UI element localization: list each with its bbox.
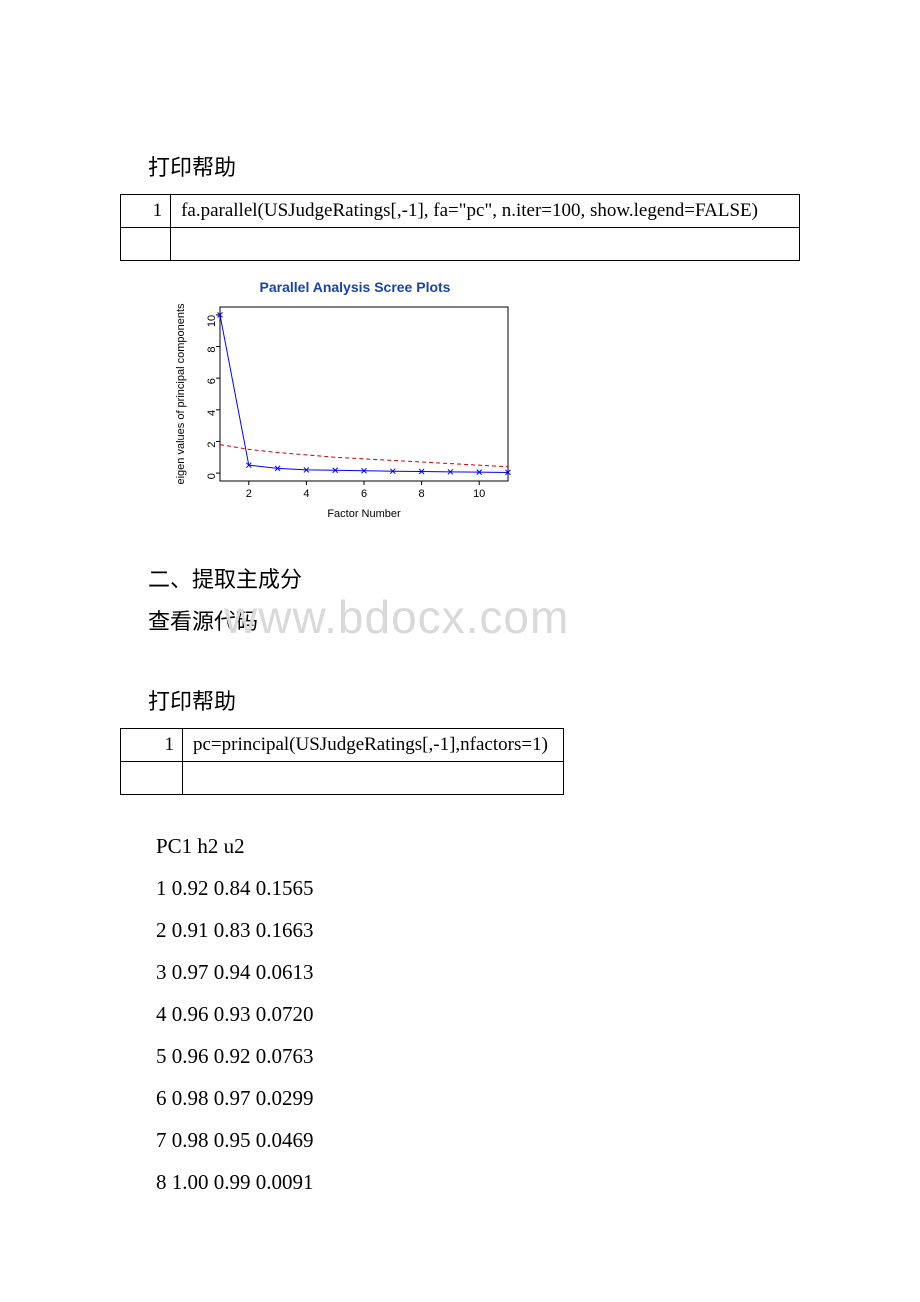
code-cell: fa.parallel(USJudgeRatings[,-1], fa="pc"…: [171, 195, 800, 228]
output-row: 7 0.98 0.95 0.0469: [156, 1119, 800, 1161]
svg-text:6: 6: [361, 488, 367, 500]
line-number-cell: 1: [121, 729, 183, 762]
scree-plot-svg: 0 2 4 6 8 10 2 4 6 8 10 eigen values of principal c…: [168, 299, 528, 529]
line-number-cell: 1: [121, 195, 171, 228]
svg-text:10: 10: [206, 315, 218, 327]
output-row: 1 0.92 0.84 0.1565: [156, 867, 800, 909]
svg-text:4: 4: [206, 410, 218, 416]
code-table-2: 1 pc=principal(USJudgeRatings[,-1],nfact…: [120, 728, 564, 795]
code-table-1: 1 fa.parallel(USJudgeRatings[,-1], fa="p…: [120, 194, 800, 261]
code-cell-empty: [171, 228, 800, 261]
svg-text:2: 2: [246, 488, 252, 500]
table-row: [121, 228, 800, 261]
svg-text:Factor Number: Factor Number: [327, 508, 401, 520]
chart-title: Parallel Analysis Scree Plots: [190, 279, 520, 295]
svg-text:8: 8: [419, 488, 425, 500]
code-cell-empty: [183, 762, 564, 795]
code-cell: pc=principal(USJudgeRatings[,-1],nfactor…: [183, 729, 564, 762]
table-row: [121, 762, 564, 795]
svg-text:6: 6: [206, 378, 218, 384]
svg-text:eigen values of principal comp: eigen values of principal components: [175, 303, 187, 485]
table-row: 1 fa.parallel(USJudgeRatings[,-1], fa="p…: [121, 195, 800, 228]
document-page: 打印帮助 1 fa.parallel(USJudgeRatings[,-1], …: [0, 0, 920, 1302]
line-number-cell-empty: [121, 228, 171, 261]
svg-text:4: 4: [303, 488, 309, 500]
line-number-cell-empty: [121, 762, 183, 795]
output-rows-container: 1 0.92 0.84 0.15652 0.91 0.83 0.16633 0.…: [156, 867, 800, 1203]
output-row: 2 0.91 0.83 0.1663: [156, 909, 800, 951]
svg-text:2: 2: [206, 441, 218, 447]
table-row: 1 pc=principal(USJudgeRatings[,-1],nfact…: [121, 729, 564, 762]
output-header: PC1 h2 u2: [156, 825, 800, 867]
print-help-label-1: 打印帮助: [148, 150, 800, 182]
r-output-block: PC1 h2 u2 1 0.92 0.84 0.15652 0.91 0.83 …: [156, 825, 800, 1203]
svg-text:10: 10: [473, 488, 485, 500]
output-row: 6 0.98 0.97 0.0299: [156, 1077, 800, 1119]
print-help-label-2: 打印帮助: [148, 684, 800, 716]
output-row: 3 0.97 0.94 0.0613: [156, 951, 800, 993]
svg-text:0: 0: [206, 473, 218, 479]
scree-plot-figure: Parallel Analysis Scree Plots 0 2 4 6 8 10 2 4 6…: [168, 279, 800, 534]
output-row: 4 0.96 0.93 0.0720: [156, 993, 800, 1035]
output-row: 8 1.00 0.99 0.0091: [156, 1161, 800, 1203]
svg-text:8: 8: [206, 347, 218, 353]
section-heading-2: 二、提取主成分: [148, 562, 800, 594]
output-row: 5 0.96 0.92 0.0763: [156, 1035, 800, 1077]
view-source-label: 查看源代码: [148, 604, 800, 636]
